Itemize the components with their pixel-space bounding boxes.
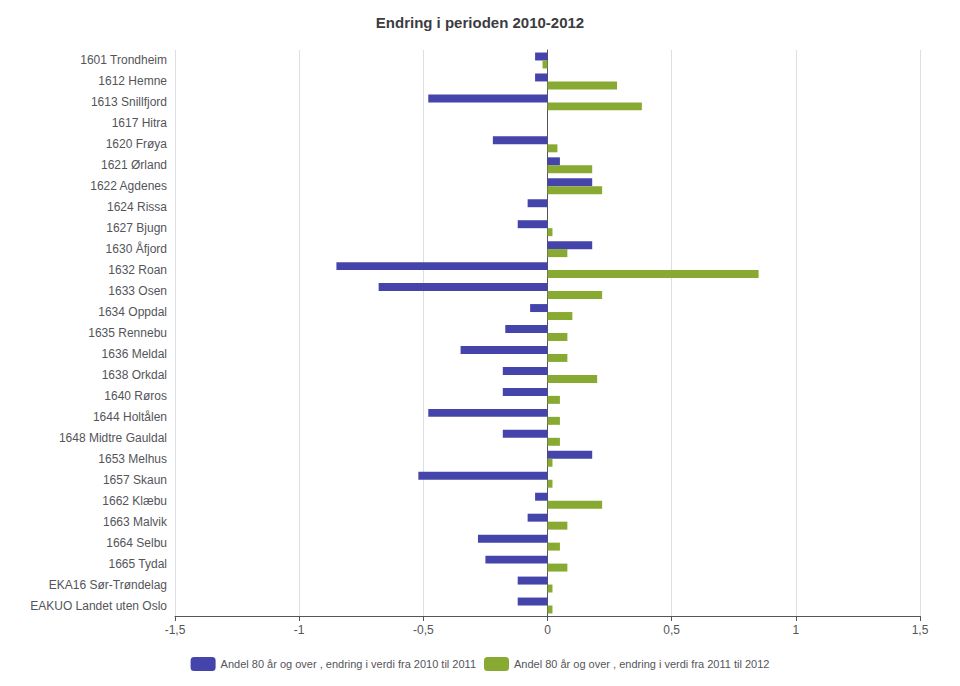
svg-text:1657 Skaun: 1657 Skaun [103,473,167,487]
svg-text:1638 Orkdal: 1638 Orkdal [102,368,167,382]
svg-text:1636 Meldal: 1636 Meldal [102,347,167,361]
svg-text:1601 Trondheim: 1601 Trondheim [80,53,167,67]
svg-text:1644 Holtålen: 1644 Holtålen [93,410,167,424]
svg-text:-0,5: -0,5 [413,623,434,637]
svg-text:1617 Hitra: 1617 Hitra [112,116,168,130]
svg-text:1621 Ørland: 1621 Ørland [101,158,167,172]
svg-text:EAKUO Landet uten Oslo: EAKUO Landet uten Oslo [30,599,167,613]
svg-text:1662 Klæbu: 1662 Klæbu [102,494,167,508]
svg-text:1624 Rissa: 1624 Rissa [107,200,167,214]
svg-text:1634 Oppdal: 1634 Oppdal [98,305,167,319]
svg-text:Endring i perioden 2010-2012: Endring i perioden 2010-2012 [376,14,584,31]
svg-text:1635 Rennebu: 1635 Rennebu [88,326,167,340]
svg-text:1648 Midtre Gauldal: 1648 Midtre Gauldal [59,431,167,445]
svg-text:1613 Snillfjord: 1613 Snillfjord [91,95,167,109]
svg-text:0: 0 [544,623,551,637]
svg-text:Andel 80 år og over , endring: Andel 80 år og over , endring i verdi fr… [514,658,769,670]
svg-text:1663 Malvik: 1663 Malvik [103,515,168,529]
svg-text:1664 Selbu: 1664 Selbu [106,536,167,550]
svg-text:1612 Hemne: 1612 Hemne [98,74,167,88]
svg-text:1665 Tydal: 1665 Tydal [109,557,168,571]
svg-text:-1,5: -1,5 [165,623,186,637]
svg-text:1: 1 [792,623,799,637]
svg-text:1632 Roan: 1632 Roan [108,263,167,277]
svg-text:1640 Røros: 1640 Røros [104,389,167,403]
svg-text:1627 Bjugn: 1627 Bjugn [106,221,167,235]
svg-text:Andel 80 år og over , endring: Andel 80 år og over , endring i verdi fr… [221,658,476,670]
svg-text:EKA16 Sør-Trøndelag: EKA16 Sør-Trøndelag [49,578,167,592]
svg-text:1630 Åfjord: 1630 Åfjord [106,241,167,256]
svg-text:1653 Melhus: 1653 Melhus [98,452,167,466]
svg-text:0,5: 0,5 [663,623,680,637]
svg-text:1620 Frøya: 1620 Frøya [106,137,168,151]
svg-text:1622 Agdenes: 1622 Agdenes [90,179,167,193]
svg-text:-1: -1 [294,623,305,637]
svg-text:1,5: 1,5 [912,623,929,637]
svg-text:1633 Osen: 1633 Osen [108,284,167,298]
